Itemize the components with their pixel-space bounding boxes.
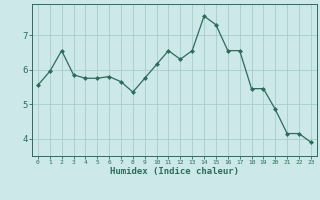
X-axis label: Humidex (Indice chaleur): Humidex (Indice chaleur) [110,167,239,176]
